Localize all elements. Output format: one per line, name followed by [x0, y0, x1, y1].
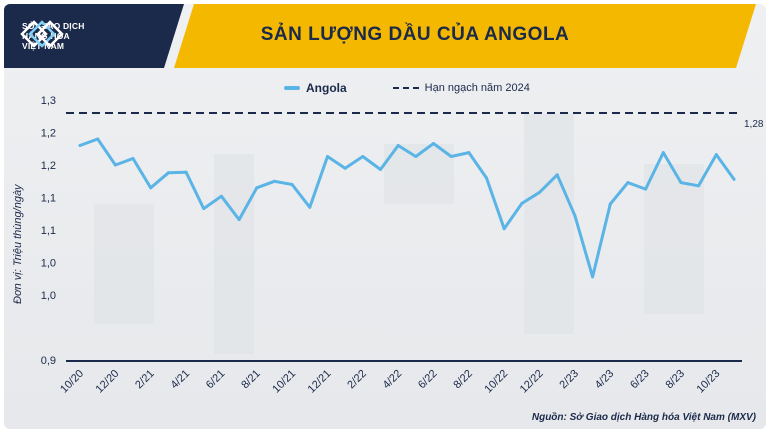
data-point	[325, 155, 329, 159]
y-tick-label: 1,2	[41, 128, 56, 140]
legend-item-angola: Angola	[284, 81, 347, 95]
data-point	[308, 205, 312, 209]
x-tick-label: 4/23	[593, 368, 617, 392]
x-tick-label: 4/22	[381, 368, 405, 392]
x-tick-label: 2/23	[557, 368, 581, 392]
chart-title: SẢN LƯỢNG DẦU CỦA ANGOLA	[260, 24, 570, 45]
y-tick-label: 1,0	[41, 290, 56, 302]
y-tick-label: 1,3	[41, 95, 56, 107]
legend-label-angola: Angola	[306, 81, 347, 95]
data-point	[343, 166, 347, 170]
x-tick-label: 6/23	[628, 368, 652, 392]
data-point	[361, 155, 365, 159]
y-tick-label: 1,1	[41, 193, 56, 205]
x-tick-label: 10/20	[58, 368, 86, 396]
x-tick-label: 8/22	[451, 368, 475, 392]
series-line-angola	[78, 137, 736, 279]
data-point	[290, 183, 294, 186]
data-point	[449, 155, 453, 159]
x-tick-label: 4/21	[169, 368, 193, 392]
data-point	[378, 168, 382, 172]
data-point	[679, 181, 683, 185]
background-decoration-4	[644, 164, 704, 314]
data-point	[432, 142, 436, 146]
data-point	[697, 184, 701, 188]
x-tick-label: 12/22	[518, 368, 546, 396]
data-point	[237, 218, 241, 222]
x-tick-label: 8/23	[663, 368, 687, 392]
data-point	[573, 214, 577, 218]
legend: Angola Hạn ngạch năm 2024	[284, 80, 576, 96]
y-tick-label: 0,9	[41, 355, 56, 367]
data-point	[219, 194, 223, 198]
logo-mark-icon	[20, 20, 64, 48]
data-point	[113, 163, 117, 167]
x-tick-label: 12/21	[306, 368, 334, 396]
data-point	[732, 177, 736, 181]
data-point	[626, 181, 630, 185]
data-point	[502, 227, 506, 231]
data-point	[555, 173, 559, 177]
header-bar: SỞ GIAO DỊCH HÀNG HÓA VIỆT NAM SẢN LƯỢNG…	[4, 4, 766, 68]
data-point	[714, 153, 718, 157]
y-tick-label: 1,0	[41, 258, 56, 270]
x-tick-label: 2/22	[345, 368, 369, 392]
data-point	[414, 155, 418, 159]
data-point	[608, 202, 612, 206]
data-point	[396, 144, 400, 147]
data-point	[520, 201, 524, 205]
x-tick-label: 8/21	[239, 368, 263, 392]
header-background	[4, 4, 756, 68]
legend-item-quota: Hạn ngạch năm 2024	[392, 82, 530, 94]
data-point	[644, 187, 648, 191]
x-tick-label: 10/23	[694, 368, 722, 396]
data-point	[96, 137, 100, 141]
data-point	[184, 170, 188, 174]
data-point	[166, 171, 170, 175]
chart-plot: 0,9 1,0 1,0 1,1 1,1 1,2 1,2 1,3 10/20 12/20 2/21 4/…	[41, 95, 764, 396]
data-point	[272, 179, 276, 183]
y-tick-label: 1,2	[41, 160, 56, 172]
legend-label-quota: Hạn ngạch năm 2024	[424, 82, 530, 94]
data-point	[467, 151, 471, 155]
x-tick-label: 2/21	[133, 368, 157, 392]
data-point	[661, 151, 665, 155]
source-note: Nguồn: Sở Giao dịch Hàng hóa Việt Nam (M…	[531, 412, 756, 423]
background-decoration-0	[94, 204, 154, 324]
data-point	[591, 275, 595, 279]
x-tick-label: 6/22	[416, 368, 440, 392]
background-decoration-1	[214, 154, 254, 354]
chart-frame: SỞ GIAO DỊCH HÀNG HÓA VIỆT NAM SẢN LƯỢNG…	[4, 4, 766, 429]
data-point	[131, 157, 135, 160]
x-tick-label: 12/20	[94, 368, 122, 396]
legend-swatch-quota	[392, 87, 419, 89]
logo: SỞ GIAO DỊCH HÀNG HÓA VIỆT NAM	[18, 14, 168, 58]
x-tick-label: 6/21	[204, 368, 228, 392]
legend-swatch-angola	[284, 86, 300, 90]
data-point	[485, 176, 489, 180]
x-tick-label: 10/22	[482, 368, 510, 396]
quota-label: 1,28	[744, 119, 764, 130]
x-tick-label: 10/21	[270, 368, 298, 396]
data-point	[255, 186, 259, 190]
data-point	[149, 186, 153, 190]
logo-line-2: HÀNG HÓA	[22, 31, 70, 41]
data-point	[78, 144, 82, 147]
background-decoration-3	[524, 114, 574, 334]
data-point	[202, 207, 206, 211]
y-tick-label: 1,1	[41, 225, 56, 237]
data-point	[538, 190, 542, 194]
